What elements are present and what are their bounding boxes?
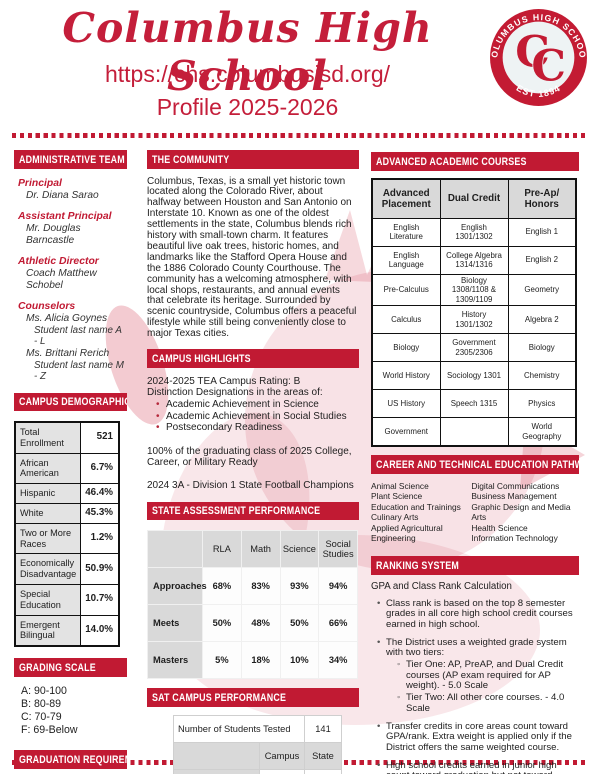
list-item: Culinary Arts: [371, 512, 419, 523]
section-header-sat-performance: SAT CAMPUS PERFORMANCE: [147, 688, 359, 707]
sat-performance-table: Number of Students Tested 141 Campus Sta…: [173, 714, 342, 774]
list-item: Graphic Design and Media Arts: [471, 501, 571, 523]
table-header-row: RLA Math Science Social Studies: [147, 530, 358, 569]
section-header-campus-highlights: CAMPUS HIGHLIGHTS: [147, 349, 359, 368]
section-header-the-community: THE COMMUNITY: [147, 150, 359, 169]
section-header-grading-scale: GRADING SCALE: [14, 658, 127, 677]
list-item: Tier Two: All other core courses. - 4.0 …: [396, 692, 579, 714]
table-row: English Language College Algebra 1314/13…: [371, 245, 577, 275]
section-header-ranking-system: RANKING SYSTEM: [371, 556, 579, 575]
table-row: Biology Government 2305/2306 Biology: [371, 333, 577, 362]
dotted-separator-top: [12, 133, 588, 138]
community-paragraph: Columbus, Texas, is a small yet historic…: [147, 175, 357, 340]
table-row: English Literature English 1301/1302 Eng…: [371, 217, 577, 247]
table-row: African American 6.7%: [14, 452, 120, 485]
profile-year-subtitle: Profile 2025-2026: [156, 94, 339, 120]
table-row: Pre-Calculus Biology 1308/1108 & 1309/11…: [371, 273, 577, 306]
list-item: Health Science: [471, 522, 528, 533]
ranking-intro: GPA and Class Rank Calculation: [371, 580, 512, 592]
table-header-row: Advanced Placement Dual Credit Pre-Ap/ H…: [371, 178, 577, 219]
table-row: Meets 50% 48% 50% 66%: [147, 604, 358, 643]
list-item: Information Technology: [471, 533, 558, 544]
section-header-advanced-courses: ADVANCED ACADEMIC COURSES: [371, 152, 579, 171]
role-assistant-principal: Assistant Principal Mr. Douglas Barncast…: [18, 210, 112, 246]
section-header-state-assessment: STATE ASSESSMENT PERFORMANCE: [147, 501, 359, 521]
page-title: Columbus High School: [62, 4, 433, 100]
tea-rating-line: 2024-2025 TEA Campus Rating: B: [147, 375, 301, 387]
list-item: Plant Science: [371, 491, 423, 502]
table-row: Total Enrollment 521: [14, 421, 120, 454]
table-row: Economically Disadvantage 50.9%: [14, 553, 120, 585]
table-row: Hispanic 46.4%: [14, 483, 120, 504]
table-row: Number of Students Tested 141: [173, 714, 342, 743]
list-item: Education and Trainings: [371, 501, 461, 512]
list-item: The District uses a weighted grade syste…: [376, 637, 579, 715]
grading-scale-list: A: 90-100 B: 80-89 C: 70-79 F: 69-Below: [21, 684, 78, 737]
table-row: Total 906 991: [173, 768, 342, 774]
table-row: Approaches 68% 83% 93% 94%: [147, 567, 358, 606]
role-counselors: Counselors Ms. Alicia Goynes Student las…: [18, 300, 124, 383]
section-header-cte-pathways: CAREER AND TECHNICAL EDUCATION PATHWAYS: [371, 455, 579, 474]
ranking-sub-list: Tier One: AP, PreAP, and Dual Credit cou…: [396, 659, 579, 715]
logo-est-text: EST 1894: [515, 83, 562, 99]
table-row: Two or More Races 1.2%: [14, 522, 120, 555]
school-seal-logo: COLUMBUS HIGH SCHOOL EST 1894 C C: [488, 7, 587, 106]
admin-team-list: Principal Dr. Diana Sarao Assistant Prin…: [14, 178, 127, 383]
school-url-link[interactable]: https://chs.columbusisd.org/: [104, 61, 391, 87]
cte-pathways-list: Animal Science Plant Science Education a…: [371, 481, 579, 545]
table-row: Emergent Bilingual 14.0%: [14, 614, 120, 647]
table-row: White 45.3%: [14, 502, 120, 524]
table-row: US History Speech 1315 Physics: [371, 389, 577, 418]
section-header-campus-demographics: CAMPUS DEMOGRAPHICS: [14, 392, 127, 411]
list-item: Academic Achievement in Science: [156, 399, 359, 411]
ranking-bullet-list: Class rank is based on the top 8 semeste…: [376, 598, 579, 774]
distinction-list: Academic Achievement in Science Academic…: [156, 399, 359, 434]
list-item: Academic Achievement in Social Studies: [156, 411, 359, 423]
table-header-row: Campus State: [173, 741, 342, 770]
list-item: Digital Communications: [471, 480, 560, 491]
section-header-administrative-team: ADMINISTRATIVE TEAM: [14, 150, 127, 169]
list-item: Tier One: AP, PreAP, and Dual Credit cou…: [396, 659, 579, 692]
role-principal: Principal Dr. Diana Sarao: [18, 177, 99, 201]
left-column: ADMINISTRATIVE TEAM Principal Dr. Diana …: [14, 150, 127, 774]
table-row: Calculus History 1301/1302 Algebra 2: [371, 305, 577, 334]
role-athletic-director: Athletic Director Coach Matthew Schobel: [18, 255, 99, 291]
logo-monogram-c2: C: [531, 41, 566, 92]
list-item: Postsecondary Readiness: [156, 422, 359, 434]
list-item: Business Management: [471, 491, 557, 502]
demographics-table: Total Enrollment 521 African American 6.…: [14, 421, 120, 648]
ccmr-line: 100% of the graduating class of 2025 Col…: [147, 445, 352, 469]
advanced-courses-table: Advanced Placement Dual Credit Pre-Ap/ H…: [371, 177, 577, 447]
list-item: Applied Agricultural Engineering: [371, 522, 443, 544]
logo-monogram-c1: C: [515, 27, 550, 78]
distinction-intro: Distinction Designations in the areas of…: [147, 387, 323, 398]
state-assessment-table: RLA Math Science Social Studies Approach…: [147, 530, 358, 680]
list-item: High school credits earned in junior hig…: [376, 760, 579, 774]
list-item: Class rank is based on the top 8 semeste…: [376, 598, 579, 631]
table-row: Government World Geography: [371, 417, 577, 447]
list-item: Animal Science: [371, 480, 429, 491]
right-column: ADVANCED ACADEMIC COURSES Advanced Place…: [371, 152, 579, 774]
list-item: Transfer credits in core areas count tow…: [376, 721, 579, 754]
table-row: World History Sociology 1301 Chemistry: [371, 361, 577, 390]
football-champions-line: 2024 3A - Division 1 State Football Cham…: [147, 480, 354, 492]
svg-text:EST 1894: EST 1894: [515, 83, 563, 99]
section-header-graduation-requirements: GRADUATION REQUIREMENTS: [14, 750, 127, 769]
middle-column: THE COMMUNITY Columbus, Texas, is a smal…: [147, 150, 359, 774]
table-row: Masters 5% 18% 10% 34%: [147, 641, 358, 680]
table-row: Special Education 10.7%: [14, 583, 120, 616]
